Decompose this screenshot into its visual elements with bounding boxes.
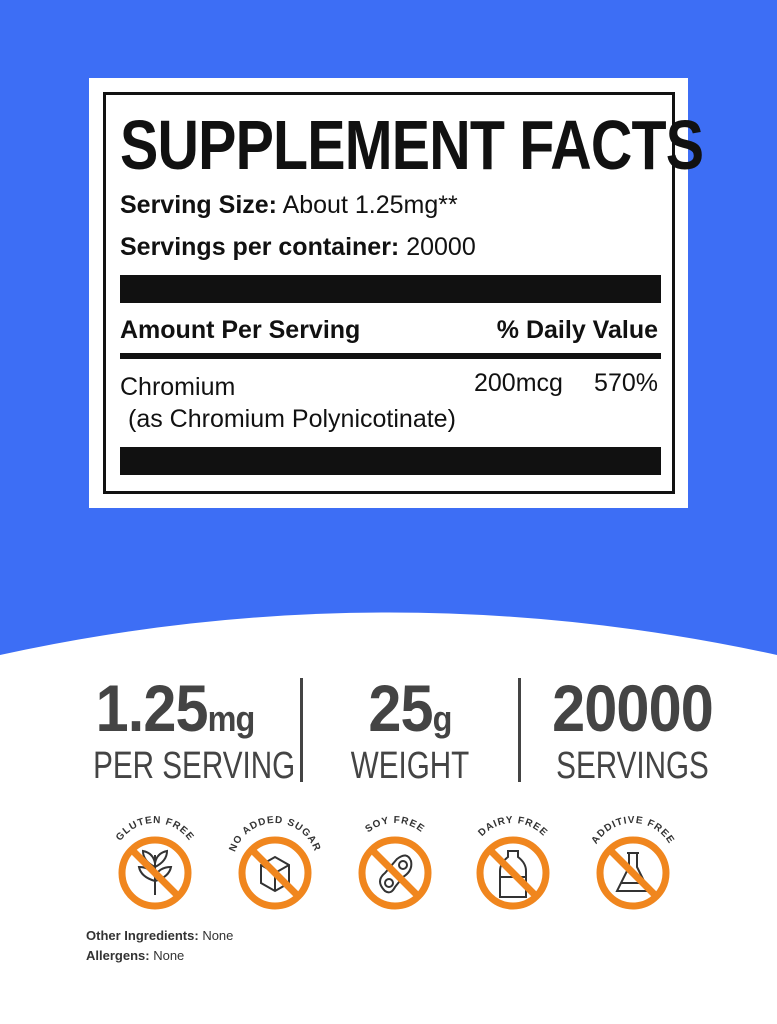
stat-weight: 25g WEIGHT	[320, 674, 500, 786]
facts-title: SUPPLEMENT FACTS	[120, 106, 704, 184]
prohibited-circle-icon	[596, 836, 670, 910]
divider-thick-bottom	[120, 447, 661, 475]
divider-thick	[120, 275, 661, 303]
stat-value: 25	[368, 671, 433, 745]
stat-label: WEIGHT	[350, 745, 470, 787]
other-ingredients: Other Ingredients: None	[86, 928, 234, 943]
stat-value: 1.25	[95, 671, 209, 745]
ingredient-name: Chromium	[120, 373, 236, 401]
dv-header: % Daily Value	[496, 316, 658, 344]
soybean-icon	[379, 854, 413, 894]
ingredient-dv: 570%	[594, 369, 658, 397]
badge-gluten-free: GLUTEN FREE	[100, 810, 210, 920]
serving-size-value: About 1.25mg**	[282, 191, 458, 219]
badge-additive-free: ADDITIVE FREE	[578, 810, 688, 920]
prohibited-circle-icon	[238, 836, 312, 910]
separator	[518, 678, 521, 782]
allergens: Allergens: None	[86, 948, 185, 963]
stat-value: 20000	[552, 671, 714, 745]
badge-label: SOY FREE	[363, 815, 426, 835]
badge-no-added-sugar: NO ADDED SUGAR	[220, 810, 330, 920]
stat-servings: 20000 SERVINGS	[525, 674, 740, 786]
amount-header: Amount Per Serving	[120, 316, 361, 344]
servings-label: Servings per container:	[120, 233, 400, 261]
stat-unit: g	[432, 698, 453, 739]
divider	[120, 353, 661, 359]
stat-label: PER SERVING	[93, 745, 296, 787]
stat-unit: mg	[207, 698, 256, 739]
prohibited-circle-icon	[476, 836, 550, 910]
stat-label: SERVINGS	[556, 745, 709, 787]
badge-label: DAIRY FREE	[476, 815, 549, 839]
prohibited-circle-icon	[358, 836, 432, 910]
badge-label: NO ADDED SUGAR	[227, 815, 322, 854]
stat-per-serving: 1.25mg PER SERVING	[70, 671, 296, 787]
servings-value: 20000	[406, 233, 476, 261]
badge-soy-free: SOY FREE	[340, 810, 450, 920]
prohibited-circle-icon	[118, 836, 192, 910]
serving-size-label: Serving Size:	[120, 191, 277, 219]
supplement-facts-label: SUPPLEMENT FACTS Serving Size: About 1.2…	[89, 78, 704, 508]
ingredient-amount: 200mcg	[474, 369, 563, 397]
badge-dairy-free: DAIRY FREE	[458, 810, 568, 920]
ingredient-form: (as Chromium Polynicotinate)	[128, 405, 456, 433]
separator	[300, 678, 303, 782]
